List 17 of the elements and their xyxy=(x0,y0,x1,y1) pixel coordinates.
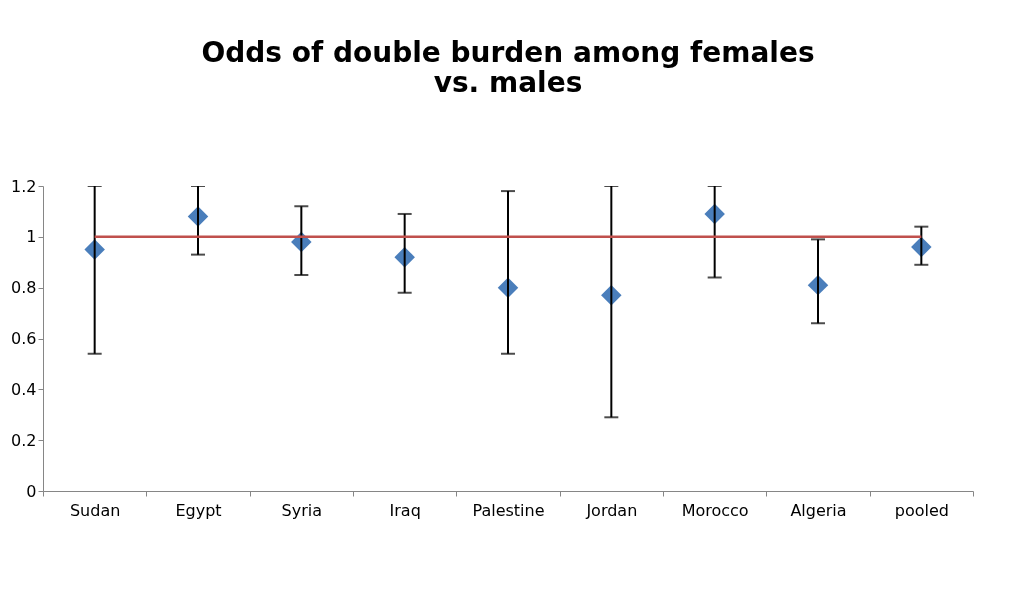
x-tick-label: Egypt xyxy=(175,500,222,520)
x-tick-label: Iraq xyxy=(389,500,421,520)
x-tick-label: Jordan xyxy=(585,500,638,520)
x-tick-label: Palestine xyxy=(472,500,545,520)
y-tick-label: 0.8 xyxy=(11,278,37,298)
chart-title: Odds of double burden among females vs. males xyxy=(201,36,815,99)
y-tick-label: 1.2 xyxy=(11,176,37,196)
y-tick-label: 1 xyxy=(26,227,37,247)
x-tick-label: Morocco xyxy=(681,500,749,520)
x-tick-label: Syria xyxy=(281,500,323,520)
y-tick-label: 0.2 xyxy=(11,430,37,450)
x-tick-label: Algeria xyxy=(790,500,847,520)
x-tick-label: Sudan xyxy=(69,500,121,520)
y-tick-label: 0.4 xyxy=(11,379,37,399)
x-tick-label: pooled xyxy=(894,500,949,520)
y-tick-label: 0.6 xyxy=(11,329,37,348)
y-tick-label: 0 xyxy=(26,481,37,501)
